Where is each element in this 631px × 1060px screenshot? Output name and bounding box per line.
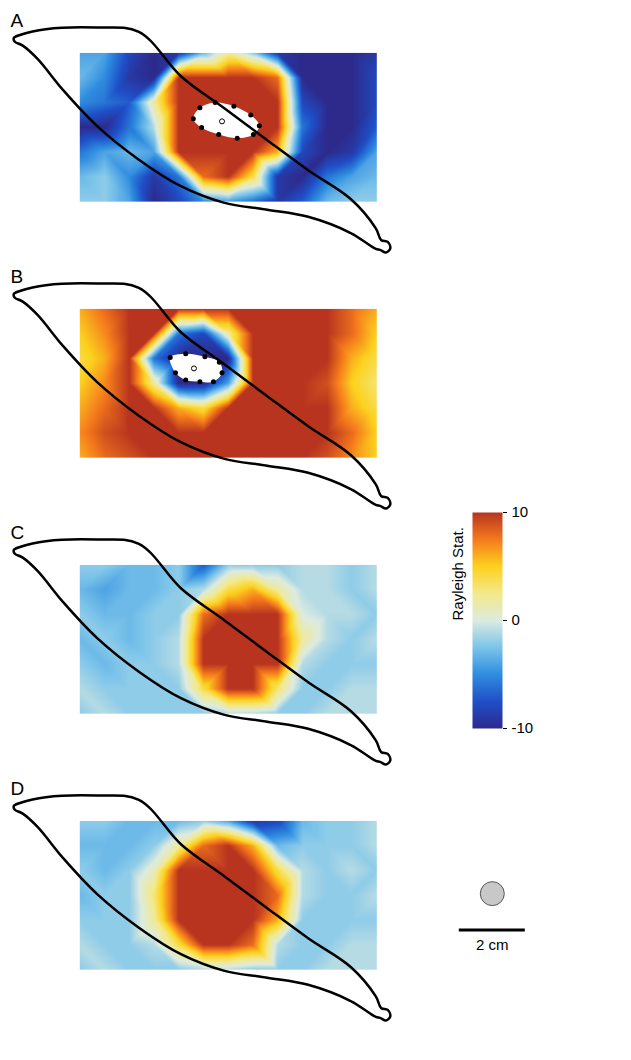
svg-text:D: D (11, 778, 25, 799)
svg-text:10: 10 (512, 503, 529, 520)
svg-text:B: B (11, 266, 24, 287)
svg-text:-10: -10 (512, 719, 534, 736)
svg-text:2 cm: 2 cm (476, 936, 509, 953)
svg-text:Rayleigh Stat.: Rayleigh Stat. (449, 527, 466, 620)
svg-text:0: 0 (512, 611, 520, 628)
svg-text:A: A (11, 10, 24, 31)
svg-text:C: C (11, 522, 25, 543)
